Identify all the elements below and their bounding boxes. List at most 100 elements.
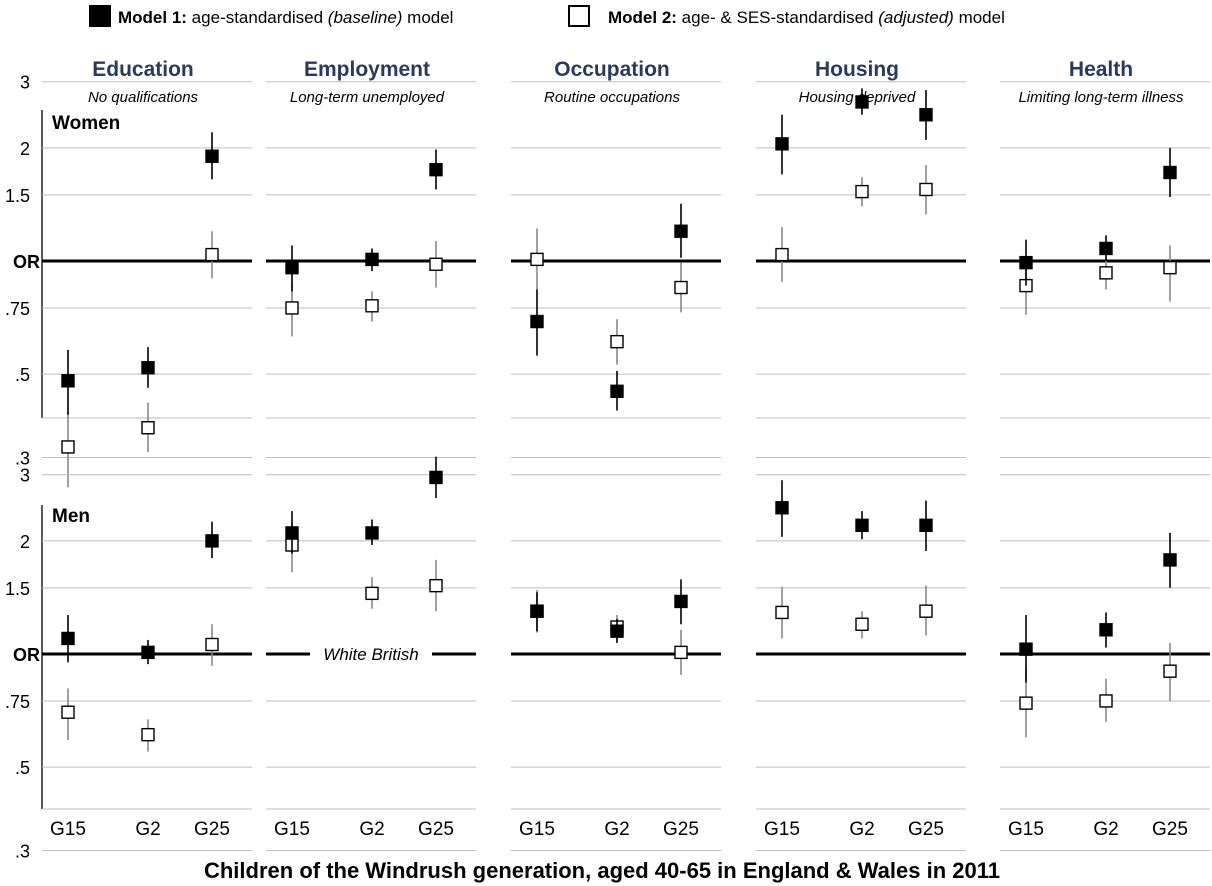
row-men: 3 2 1.5 .75 .5 .3 OR Men G15 G2 G25 White British G1… bbox=[5, 456, 1210, 861]
x-tick-label-g2: G2 bbox=[1093, 819, 1118, 840]
marker-filled bbox=[141, 361, 155, 375]
panel-education-men: G15 G2 G25 bbox=[42, 474, 252, 851]
x-tick-label-g15: G15 bbox=[519, 819, 555, 840]
point-m1-g15 bbox=[61, 614, 75, 663]
x-tick-label-g2: G2 bbox=[359, 819, 384, 840]
marker-filled bbox=[775, 137, 789, 151]
point-m2-g2 bbox=[141, 402, 155, 453]
panel-occupation-men: G15 G2 G25 bbox=[511, 474, 721, 851]
y-tick-label: .5 bbox=[15, 365, 30, 385]
point-m2-g2 bbox=[610, 319, 624, 365]
point-m2-g25 bbox=[205, 624, 219, 666]
reference-note: White British bbox=[323, 645, 418, 664]
y-tick-label: .3 bbox=[15, 448, 30, 468]
point-m2-g25 bbox=[1163, 642, 1177, 701]
point-m2-g25 bbox=[919, 165, 933, 215]
row-label-women: Women bbox=[52, 113, 120, 134]
marker-hollow bbox=[610, 334, 624, 349]
x-tick-label-g25: G25 bbox=[663, 819, 699, 840]
point-m1-g25 bbox=[919, 500, 933, 551]
point-m1-g2 bbox=[855, 88, 869, 115]
point-m1-g15 bbox=[1019, 239, 1033, 286]
marker-hollow bbox=[1099, 694, 1113, 708]
point-m2-g15 bbox=[775, 586, 789, 639]
point-m2-g2 bbox=[855, 611, 869, 639]
point-m2-g15 bbox=[530, 228, 544, 290]
x-tick-label-g2: G2 bbox=[604, 819, 629, 840]
marker-filled bbox=[1019, 255, 1033, 270]
point-m1-g2 bbox=[141, 639, 155, 665]
legend-item-m2: Model 2: age- & SES-standardised (adjust… bbox=[568, 5, 1005, 27]
marker-filled bbox=[365, 252, 379, 267]
marker-hollow bbox=[365, 299, 379, 313]
marker-filled bbox=[530, 604, 544, 618]
marker-hollow bbox=[919, 604, 933, 618]
marker-hollow bbox=[429, 257, 443, 271]
x-tick-label-g25: G25 bbox=[418, 819, 454, 840]
point-m1-g15 bbox=[775, 114, 789, 175]
panel-employment-men: White British G15 G2 G25 bbox=[266, 456, 476, 851]
point-m1-g25 bbox=[205, 132, 219, 180]
marker-hollow bbox=[919, 182, 933, 197]
point-m1-g2 bbox=[610, 370, 624, 411]
marker-hollow bbox=[855, 617, 869, 631]
marker-filled bbox=[1163, 553, 1177, 567]
legend-item-m1: Model 1: age-standardised (baseline) mod… bbox=[89, 5, 453, 27]
marker-filled bbox=[205, 149, 219, 163]
legend: Model 1: age-standardised (baseline) mod… bbox=[89, 5, 1005, 27]
marker-filled bbox=[855, 95, 869, 109]
x-tick-label-g15: G15 bbox=[764, 819, 800, 840]
x-tick-label-g25: G25 bbox=[908, 819, 944, 840]
marker-filled bbox=[530, 314, 544, 329]
panel-title-education: Education bbox=[92, 58, 194, 81]
point-m1-g25 bbox=[919, 90, 933, 140]
marker-hollow bbox=[141, 727, 155, 742]
marker-hollow bbox=[674, 645, 688, 660]
marker-filled bbox=[285, 526, 299, 540]
x-axis-title: Children of the Windrush generation, age… bbox=[204, 858, 1000, 883]
y-tick-label: 3 bbox=[20, 73, 30, 93]
marker-filled bbox=[1099, 623, 1113, 637]
point-m1-g2 bbox=[365, 519, 379, 546]
marker-filled bbox=[285, 260, 299, 275]
legend-marker-m1 bbox=[89, 5, 111, 27]
point-m1-g2 bbox=[610, 618, 624, 643]
point-m2-g2 bbox=[1099, 678, 1113, 722]
point-m2-g25 bbox=[205, 231, 219, 279]
point-m2-g25 bbox=[429, 559, 443, 612]
point-m2-g2 bbox=[1099, 257, 1113, 290]
point-m2-g25 bbox=[674, 629, 688, 675]
x-tick-label-g2: G2 bbox=[135, 819, 160, 840]
y-tick-label: 2 bbox=[20, 532, 30, 552]
reference-label: OR bbox=[13, 252, 40, 272]
point-m1-g15 bbox=[285, 511, 299, 554]
marker-filled bbox=[1019, 642, 1033, 656]
marker-hollow bbox=[775, 605, 789, 620]
point-m1-g25 bbox=[1163, 147, 1177, 198]
point-m2-g2 bbox=[365, 291, 379, 322]
panel-title-health: Health bbox=[1069, 58, 1133, 81]
point-m1-g25 bbox=[1163, 532, 1177, 588]
point-m2-g2 bbox=[141, 719, 155, 752]
point-m2-g15 bbox=[61, 688, 75, 741]
point-m1-g25 bbox=[429, 456, 443, 499]
panel-title-housing: Housing bbox=[815, 58, 899, 81]
marker-filled bbox=[365, 526, 379, 540]
x-tick-label-g25: G25 bbox=[1152, 819, 1188, 840]
point-m1-g2 bbox=[855, 511, 869, 540]
point-m1-g25 bbox=[674, 579, 688, 625]
x-tick-label-g15: G15 bbox=[50, 819, 86, 840]
y-tick-label: .75 bbox=[5, 692, 30, 712]
point-m1-g25 bbox=[429, 149, 443, 190]
marker-hollow bbox=[61, 440, 75, 454]
legend-label-m1: Model 1: age-standardised (baseline) mod… bbox=[118, 8, 453, 27]
point-m2-g25 bbox=[1163, 245, 1177, 302]
point-m1-g15 bbox=[530, 592, 544, 632]
y-tick-label: 1.5 bbox=[5, 186, 30, 206]
marker-filled bbox=[610, 384, 624, 399]
panel-subtitle-employment: Long-term unemployed bbox=[290, 89, 445, 106]
panel-subtitle-health: Limiting long-term illness bbox=[1018, 89, 1184, 106]
point-m1-g15 bbox=[1019, 614, 1033, 683]
point-m2-g25 bbox=[919, 585, 933, 636]
marker-filled bbox=[919, 518, 933, 533]
